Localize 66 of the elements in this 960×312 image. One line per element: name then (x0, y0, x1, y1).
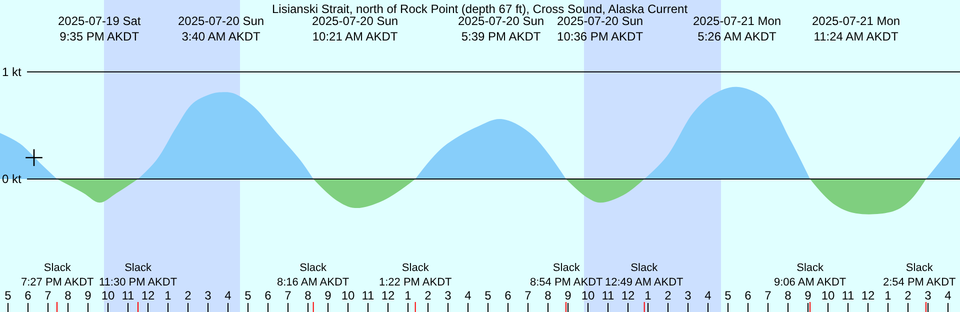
x-tick-label: 1 (164, 288, 172, 303)
annotation: Slack 2:54 PM AKDT (883, 262, 956, 288)
x-tick-label: 4 (704, 288, 712, 303)
annotation: 2025-07-21 Mon 11:24 AM AKDT (812, 14, 900, 44)
x-tick-label: 1 (644, 288, 652, 303)
x-tick-label: 9 (564, 288, 572, 303)
x-tick-label: 6 (744, 288, 752, 303)
x-tick-label: 5 (484, 288, 492, 303)
x-tick-label: 7 (284, 288, 292, 303)
x-tick-label: 5 (724, 288, 732, 303)
annotation: 2025-07-20 Sun 10:36 PM AKDT (557, 14, 644, 44)
x-tick-label: 2 (904, 288, 912, 303)
annotation: 2025-07-20 Sun 10:21 AM AKDT (312, 14, 398, 44)
x-tick-label: 10 (341, 288, 355, 303)
x-tick-label: 6 (24, 288, 32, 303)
x-tick-label: 1 (884, 288, 892, 303)
annotation: Slack 11:30 PM AKDT (99, 262, 178, 288)
x-tick-label: 11 (122, 288, 135, 303)
annotation: Slack 9:06 AM AKDT (774, 262, 846, 288)
x-tick-label: 2 (664, 288, 672, 303)
x-tick-label: 3 (684, 288, 692, 303)
x-tick-label: 7 (44, 288, 52, 303)
x-tick-label: 8 (544, 288, 552, 303)
x-tick-label: 3 (204, 288, 212, 303)
annotation: 2025-07-20 Sun 5:39 PM AKDT (458, 14, 544, 44)
annotation: Slack 1:22 PM AKDT (379, 262, 452, 288)
x-tick-label: 10 (821, 288, 835, 303)
annotation: 2025-07-21 Mon 5:26 AM AKDT (693, 14, 782, 44)
x-tick-label: 8 (64, 288, 72, 303)
x-tick-label: 4 (944, 288, 952, 303)
x-tick-label: 2 (184, 288, 192, 303)
x-tick-label: 11 (842, 288, 855, 303)
x-tick-label: 7 (524, 288, 532, 303)
chart-title: Lisianski Strait, north of Rock Point (depth 67 ft), Cross Sound, Alaska Current (272, 2, 688, 16)
x-tick-label: 5 (4, 288, 12, 303)
x-tick-label: 12 (621, 288, 635, 303)
x-tick-label: 10 (581, 288, 595, 303)
x-tick-label: 2 (424, 288, 432, 303)
x-tick-label: 5 (244, 288, 252, 303)
x-tick-label: 3 (444, 288, 452, 303)
x-tick-label: 4 (464, 288, 472, 303)
x-tick-label: 6 (264, 288, 272, 303)
x-tick-label: 4 (224, 288, 232, 303)
x-tick-label: 11 (362, 288, 375, 303)
x-tick-label: 10 (101, 288, 115, 303)
annotation: Slack 8:54 PM AKDT (530, 262, 604, 288)
x-tick-label: 3 (924, 288, 932, 303)
annotation: Slack 8:16 AM AKDT (277, 262, 350, 288)
x-tick-label: 8 (304, 288, 312, 303)
x-tick-label: 6 (504, 288, 512, 303)
x-tick-label: 11 (602, 288, 615, 303)
annotation: 2025-07-20 Sun 3:40 AM AKDT (178, 14, 264, 44)
annotation: Slack 7:27 PM AKDT (21, 262, 94, 288)
annotation: Slack 12:49 AM AKDT (605, 262, 684, 288)
x-tick-label: 12 (381, 288, 395, 303)
x-tick-label: 12 (141, 288, 155, 303)
x-tick-label: 9 (804, 288, 812, 303)
y-tick-label: 0 kt (2, 172, 22, 186)
x-tick-label: 9 (84, 288, 92, 303)
annotation: 2025-07-19 Sat 9:35 PM AKDT (58, 14, 142, 44)
x-tick-label: 1 (404, 288, 412, 303)
y-tick-label: 1 kt (2, 65, 22, 79)
x-tick-label: 7 (764, 288, 772, 303)
x-tick-label: 12 (861, 288, 875, 303)
x-tick-label: 8 (784, 288, 792, 303)
x-tick-label: 9 (324, 288, 332, 303)
